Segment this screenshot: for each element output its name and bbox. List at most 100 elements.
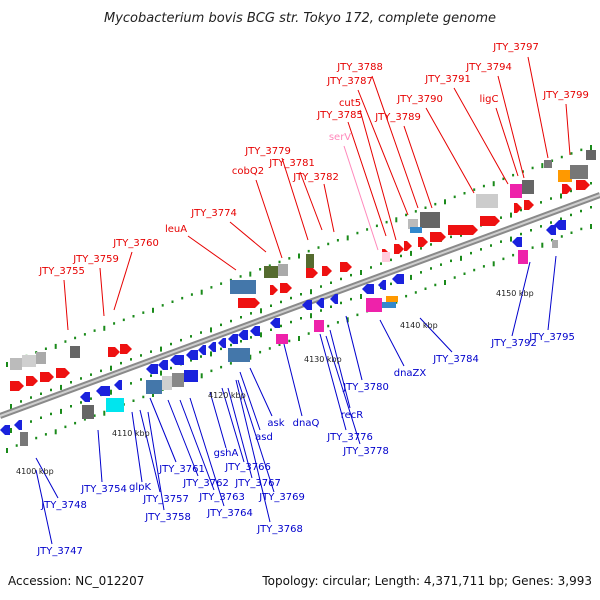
tick-mark [502,257,505,261]
gene-box-olive [306,254,314,268]
gene-label-plus: cobQ2 [232,166,264,177]
scale-label: 4140 kbp [400,321,438,330]
gene-arrow-right [480,216,500,226]
connector-line [35,469,53,545]
accession-text: Accession: NC_012207 [8,574,144,588]
tick-mark [320,309,322,312]
gene-box-dark [420,212,440,228]
tick-mark [70,381,72,384]
tick-mark [550,221,552,224]
gene-box-grey [476,194,498,208]
connector-line [419,317,453,353]
connector-line [371,75,419,209]
gene-box-grey [22,355,36,367]
connector-line [209,391,227,449]
tick-mark [130,382,132,385]
gene-label-plus: JTY_3782 [292,172,339,183]
tick-mark [90,373,92,376]
scale-labels: 4100 kbp 4110 kbp 4120 kbp 4130 kbp 4140 kbp… [16,289,534,476]
connector-line [425,107,475,194]
tick-mark [40,392,42,395]
tick-mark [492,181,495,187]
connector-line [131,411,143,483]
gene-arrow-left [186,350,198,360]
gene-box-orange [558,170,572,182]
tick-mark [278,260,281,264]
tick-mark [249,271,252,277]
tick-mark [414,291,417,294]
connector-line [113,251,133,311]
tick-mark [30,420,32,423]
connector-line [345,315,363,381]
gene-box-grey [10,358,22,370]
gene-label-plus: JTY_3794 [465,62,512,73]
gene-arrow-right [514,203,522,213]
connector-line [547,255,557,331]
gene-label-plus: JTY_3797 [492,42,539,53]
tick-mark [434,283,437,287]
tick-mark [270,328,272,331]
gene-label-minus: JTY_3763 [198,492,245,503]
tick-mark [150,350,152,353]
tick-mark [113,322,116,325]
connector-line [329,329,351,409]
tick-mark [103,325,106,331]
gene-box-blue [410,227,422,233]
tick-mark [380,262,382,265]
tick-mark [346,235,349,241]
connector-line [319,333,347,431]
gene-arrow-left [80,392,90,402]
tick-mark [54,343,57,349]
tick-mark [453,195,456,199]
tick-mark [330,305,332,308]
connector-line [249,367,273,417]
gene-label-plus: JTY_3755 [38,266,85,277]
connector-line [299,171,323,231]
tick-mark [590,145,592,150]
tick-mark [230,319,232,323]
gene-arrow-left [238,330,248,340]
connector-line [99,267,105,317]
gene-label-minus: dnaZX [394,368,427,379]
tick-mark [560,193,562,199]
gene-arrow-right [418,237,428,247]
gene-arrow-right [10,381,24,391]
tick-mark [290,296,292,300]
tick-mark [50,388,52,392]
scale-label: 4130 kbp [304,355,342,364]
gene-box-magenta [510,184,522,198]
tick-mark [450,259,452,263]
tick-mark [74,336,77,340]
gene-arrow-right [524,200,534,210]
tick-mark [356,313,359,317]
tick-mark [500,240,502,243]
tick-mark [120,361,122,365]
gene-box-grey [162,376,172,390]
connector-line [347,121,387,237]
tick-mark [20,400,22,403]
gene-arrow-right [108,347,120,357]
tick-mark [6,362,8,367]
tick-mark [350,297,352,301]
gene-box-blue [382,302,396,308]
gene-box-grey [36,352,46,364]
gene-box-blue [230,280,256,294]
tick-mark [240,316,242,319]
tick-mark [298,336,300,341]
tick-mark [300,293,302,296]
tick-mark [140,378,142,381]
gene-arrow-right [404,241,412,251]
tick-mark [570,231,573,234]
gene-box-blue [146,380,162,394]
tick-mark [444,280,446,285]
gene-label-minus: JTY_3758 [144,512,191,523]
gene-arrow-left [228,334,238,344]
gene-label-plus: JTY_3790 [396,94,443,105]
gene-arrow-left [146,364,158,374]
tick-mark [210,351,212,357]
gene-label-plus: JTY_3760 [112,238,159,249]
tick-mark [210,327,212,333]
gene-label-plus: JTY_3779 [244,146,291,157]
tick-mark [424,287,427,290]
gene-label-minus: recR [341,410,364,421]
